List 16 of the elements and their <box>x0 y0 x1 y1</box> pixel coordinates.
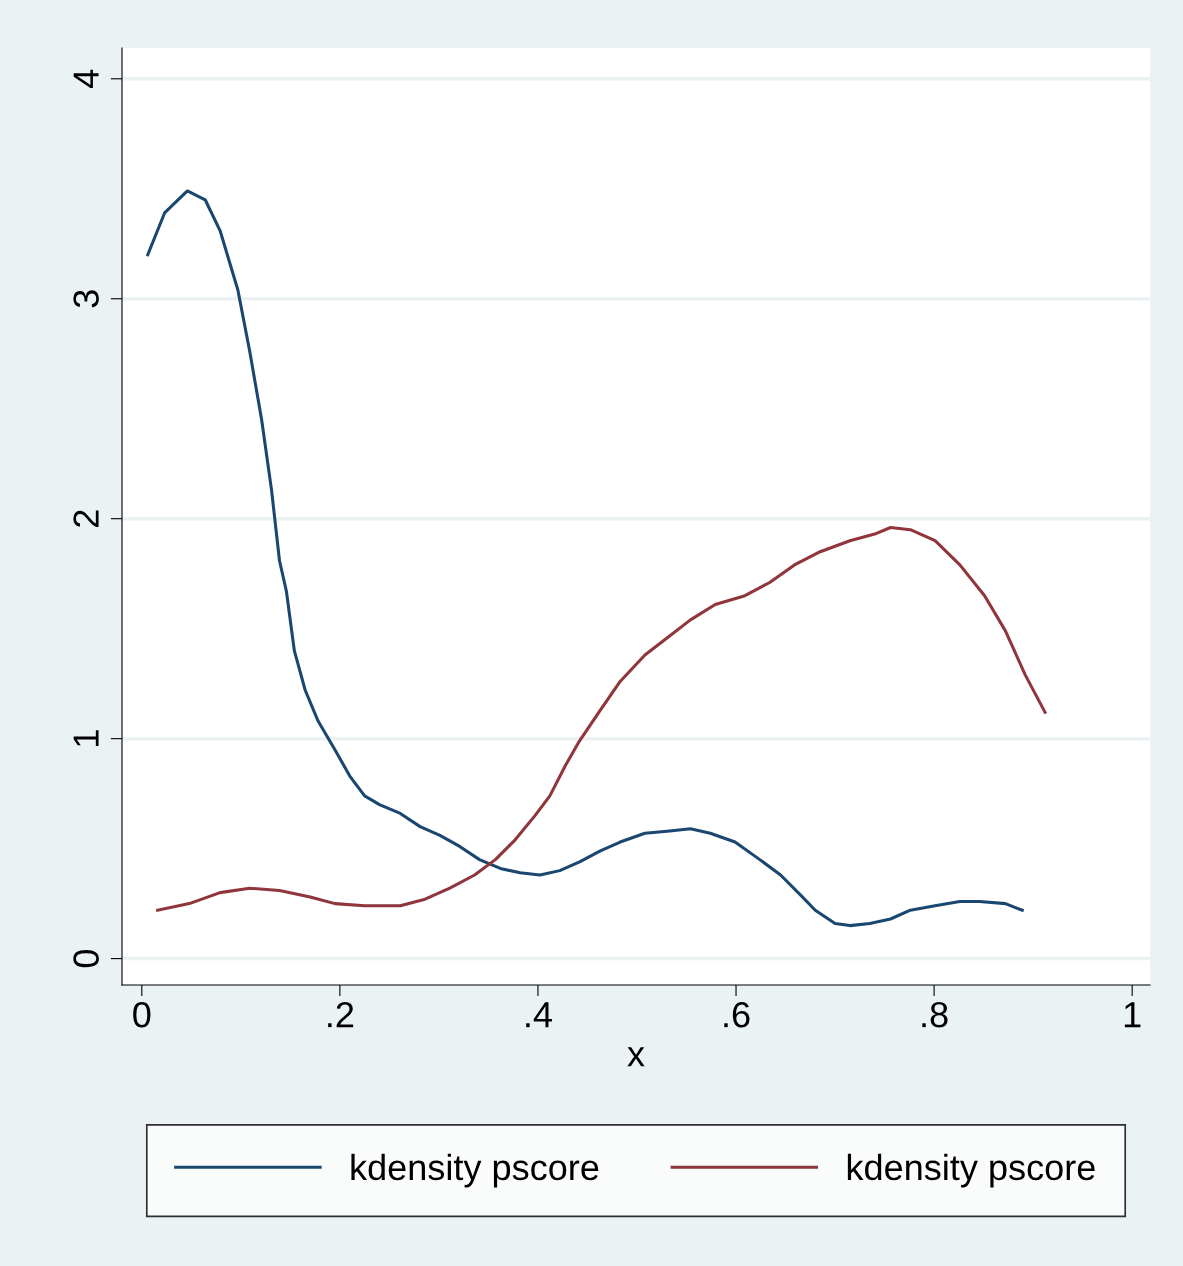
x-tick-label: .6 <box>724 1001 750 1028</box>
x-tick-label: .2 <box>328 1001 354 1028</box>
y-tick-label: 4 <box>73 69 99 88</box>
legend-label: kdensity pscore <box>847 1153 1095 1188</box>
legend-label: kdensity pscore <box>351 1153 599 1188</box>
x-tick-label: 0 <box>133 1001 151 1028</box>
line-series <box>156 525 1047 912</box>
x-tick-label: .4 <box>526 1002 552 1028</box>
y-tick-label: 0 <box>73 949 99 968</box>
x-tick-label: 1 <box>1124 1002 1141 1028</box>
y-tick-label: 2 <box>73 510 99 527</box>
y-tick-label: 3 <box>73 290 99 308</box>
y-tick-label: 1 <box>73 730 99 746</box>
line-series <box>146 189 1024 928</box>
x-tick-label: .8 <box>922 1001 948 1028</box>
x-axis-title: x <box>627 1047 645 1067</box>
